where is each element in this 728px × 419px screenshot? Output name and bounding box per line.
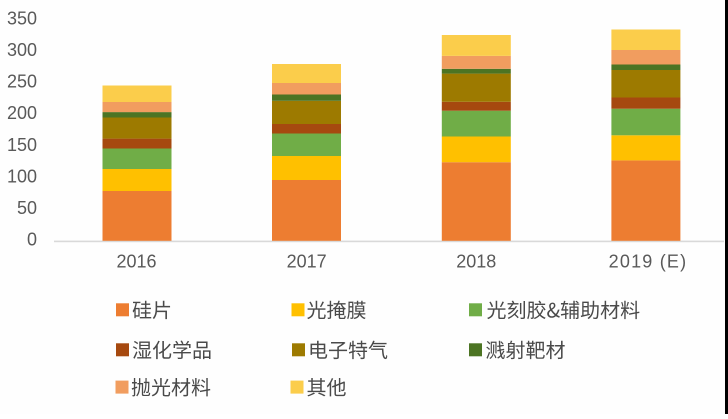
svg-text:50: 50: [17, 198, 37, 218]
svg-text:0: 0: [27, 230, 37, 250]
svg-text:150: 150: [7, 135, 37, 155]
svg-text:300: 300: [7, 40, 37, 60]
svg-text:200: 200: [7, 103, 37, 123]
svg-text:350: 350: [7, 8, 37, 28]
svg-text:2019 (E): 2019 (E): [609, 252, 688, 272]
svg-text:2017: 2017: [287, 252, 327, 272]
svg-text:100: 100: [7, 166, 37, 186]
svg-text:250: 250: [7, 72, 37, 92]
svg-text:2018: 2018: [456, 252, 496, 272]
svg-text:2016: 2016: [116, 252, 156, 272]
